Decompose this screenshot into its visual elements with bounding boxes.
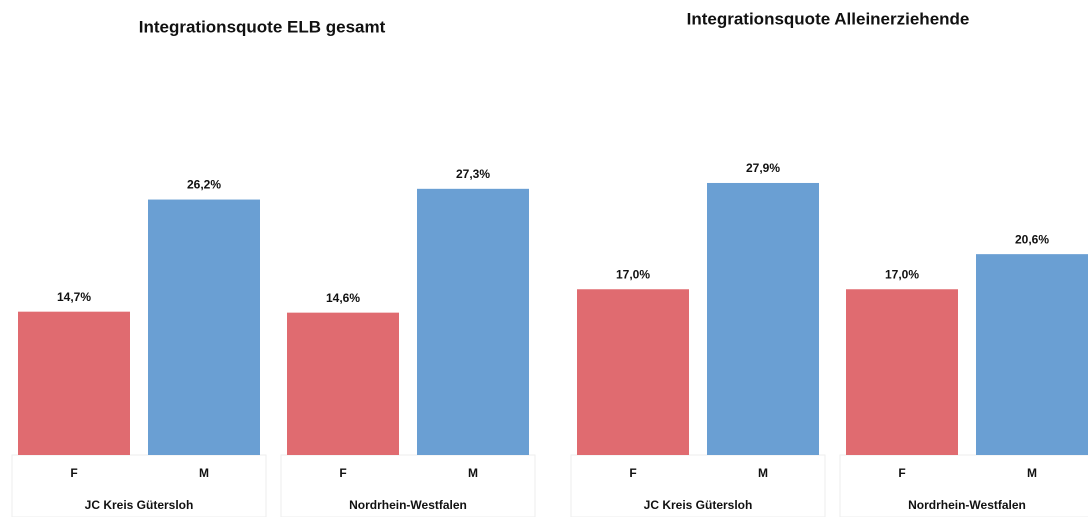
value-label: 20,6% (1015, 232, 1049, 246)
x-tick-label: M (758, 466, 768, 480)
value-label: 14,7% (57, 290, 91, 304)
bar (417, 188, 529, 455)
x-tick-label: M (199, 466, 209, 480)
value-label: 17,0% (616, 267, 650, 281)
value-label: 26,2% (187, 178, 221, 192)
x-group-label: Nordrhein-Westfalen (908, 498, 1026, 512)
bar (148, 199, 260, 455)
chart-title: Integrationsquote ELB gesamt (139, 17, 386, 36)
bar (846, 289, 958, 455)
bar (976, 254, 1088, 455)
x-tick-label: M (468, 466, 478, 480)
x-group-label: JC Kreis Gütersloh (644, 498, 753, 512)
bar (707, 182, 819, 455)
value-label: 27,3% (456, 167, 490, 181)
value-label: 27,9% (746, 161, 780, 175)
x-group-label: Nordrhein-Westfalen (349, 498, 467, 512)
bar (577, 289, 689, 455)
bar (18, 311, 130, 455)
x-tick-label: F (629, 466, 636, 480)
bar (287, 312, 399, 455)
x-group-label: JC Kreis Gütersloh (85, 498, 194, 512)
x-tick-label: F (70, 466, 77, 480)
value-label: 17,0% (885, 267, 919, 281)
x-tick-label: F (898, 466, 905, 480)
x-tick-label: F (339, 466, 346, 480)
x-tick-label: M (1027, 466, 1037, 480)
chart-title: Integrationsquote Alleinerziehende (687, 9, 970, 28)
value-label: 14,6% (326, 291, 360, 305)
